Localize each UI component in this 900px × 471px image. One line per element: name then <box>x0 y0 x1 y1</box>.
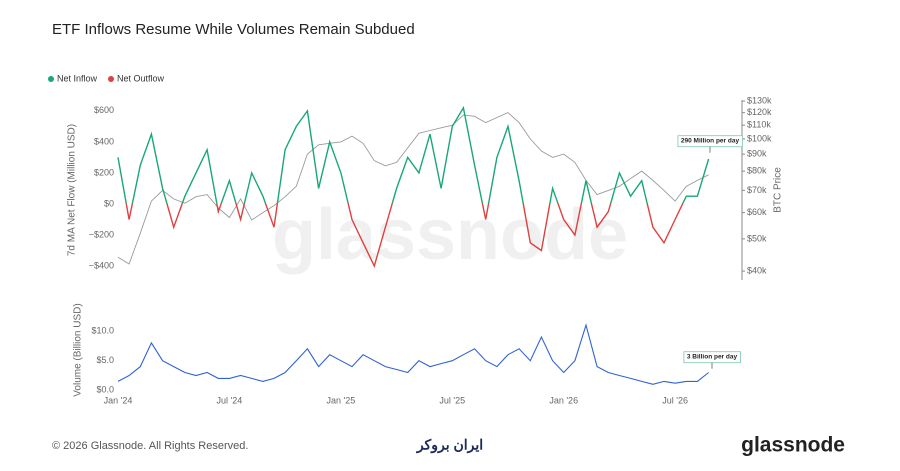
annotation: 290 Million per day <box>677 135 743 153</box>
legend-swatch <box>108 76 114 82</box>
x-tick-label: Jul '25 <box>439 395 465 405</box>
x-tick-label: Jul '24 <box>217 395 243 405</box>
y-tick-label: $400 <box>94 136 114 146</box>
y2-tick-label: $60k <box>747 207 767 217</box>
y2-tick-label: $130k <box>747 95 772 105</box>
partner-logo: ایران بروکر <box>416 437 483 454</box>
y-axis-label: Volume (Billion USD) <box>73 303 84 396</box>
y2-tick-label: $50k <box>747 233 767 243</box>
y-tick-label: −$200 <box>89 229 114 239</box>
chart-title: ETF Inflows Resume While Volumes Remain … <box>52 21 415 38</box>
y-tick-label: −$400 <box>89 260 114 270</box>
y2-tick-label: $70k <box>747 185 767 195</box>
legend-label: Net Outflow <box>117 73 165 83</box>
y-tick-label: $600 <box>94 105 114 115</box>
y2-tick-label: $100k <box>747 133 772 143</box>
y-axis-label: 7d MA Net Flow (Million USD) <box>67 124 78 256</box>
annotation-text: 290 Million per day <box>681 138 740 145</box>
y2-axis-label: BTC Price <box>773 167 784 213</box>
brand-logo: glassnode <box>741 434 845 457</box>
y-tick-label: $0.0 <box>96 385 114 395</box>
inflow-line <box>117 105 710 204</box>
y2-tick-label: $120k <box>747 107 772 117</box>
y-tick-label: $0 <box>104 198 114 208</box>
volume-line <box>117 323 709 385</box>
y-tick-label: $5.0 <box>96 355 114 365</box>
y2-tick-label: $90k <box>747 149 767 159</box>
y2-tick-label: $110k <box>747 120 771 130</box>
outflow-line <box>125 203 684 268</box>
copyright: © 2026 Glassnode. All Rights Reserved. <box>52 440 248 452</box>
y-tick-label: $10.0 <box>91 325 114 335</box>
x-tick-label: Jul '26 <box>662 395 688 405</box>
legend-label: Net Inflow <box>57 73 98 83</box>
price-line <box>117 112 709 265</box>
y2-tick-label: $80k <box>747 165 767 175</box>
watermark: glassnode <box>272 195 628 275</box>
y-tick-label: $200 <box>94 167 114 177</box>
x-tick-label: Jan '26 <box>549 395 578 405</box>
annotation-text: 3 Billion per day <box>687 354 738 361</box>
x-tick-label: Jan '25 <box>326 395 355 405</box>
annotation: 3 Billion per day <box>683 351 741 369</box>
legend-swatch <box>48 76 54 82</box>
x-tick-label: Jan '24 <box>104 395 133 405</box>
y2-tick-label: $40k <box>747 265 767 275</box>
